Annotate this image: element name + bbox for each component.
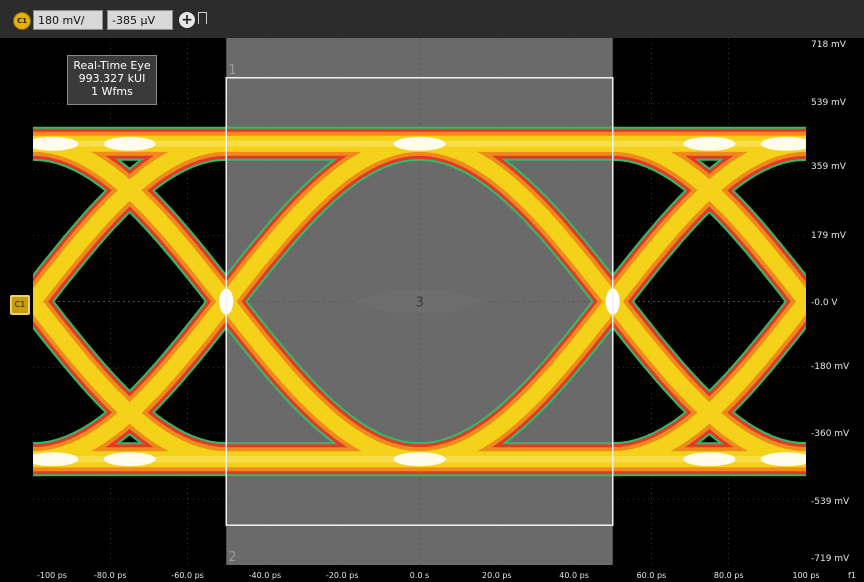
info-ui-count: 993.327 kUI — [78, 72, 146, 85]
density-hotspot — [33, 136, 79, 151]
x-axis-label: -20.0 ps — [325, 571, 359, 580]
y-axis-label: 359 mV — [811, 162, 846, 172]
y-axis-label: -719 mV — [811, 554, 850, 564]
mask-label: 3 — [416, 296, 424, 311]
add-icon[interactable]: + — [179, 12, 195, 28]
density-hotspot — [393, 452, 446, 467]
vertical-scale-field[interactable]: 180 mV/ — [33, 10, 103, 30]
x-axis-label: 60.0 ps — [636, 571, 667, 580]
x-axis-label: 20.0 ps — [481, 571, 512, 580]
x-axis-label: -80.0 ps — [94, 571, 127, 580]
density-hotspot — [393, 136, 446, 151]
x-axis-label: 40.0 ps — [559, 571, 589, 580]
density-hotspot — [103, 452, 156, 467]
y-axis-label: 718 mV — [811, 40, 846, 50]
x-axis-label: 100 ps — [792, 571, 820, 580]
y-axis-label: -360 mV — [811, 429, 850, 439]
density-hotspot — [760, 452, 806, 467]
x-axis-label: -40.0 ps — [248, 571, 282, 580]
x-axis-label: -60.0 ps — [171, 571, 204, 580]
info-title: Real-Time Eye — [73, 59, 151, 72]
density-hotspot — [760, 136, 806, 151]
x-axis-channel-tag: f1 — [848, 571, 856, 580]
y-axis-label: -0.0 V — [811, 298, 838, 308]
bookmark-icon[interactable] — [198, 12, 207, 24]
x-axis-label: -100 ps — [37, 571, 67, 580]
eye-pattern — [33, 126, 806, 477]
density-hotspot — [683, 452, 736, 467]
x-axis-label: 0.0 s — [409, 571, 430, 580]
y-axis-label: 179 mV — [811, 231, 846, 241]
info-wfms: 1 Wfms — [91, 85, 133, 98]
channel-badge[interactable]: C1 — [13, 12, 31, 30]
eye-trace — [612, 288, 806, 468]
info-box: Real-Time Eye 993.327 kUI 1 Wfms — [67, 55, 157, 105]
y-axis-label: -180 mV — [811, 362, 850, 372]
density-hotspot — [683, 136, 736, 151]
box-label-top: 1 — [228, 63, 236, 78]
eye-trace — [33, 135, 227, 315]
y-axis-label: -539 mV — [811, 497, 850, 507]
y-axis-label: 539 mV — [811, 98, 846, 108]
box-label-bottom: 2 — [228, 550, 236, 565]
measurement-box[interactable] — [225, 77, 614, 526]
eye-diagram-plot: 1 2 3 — [33, 38, 806, 565]
density-hotspot — [103, 136, 156, 151]
vertical-offset-field[interactable]: -385 µV — [107, 10, 173, 30]
eye-trace — [612, 135, 806, 315]
density-hotspot — [33, 452, 79, 467]
x-axis-label: 80.0 ps — [713, 571, 744, 580]
offset-marker-icon[interactable]: C1 — [10, 295, 30, 315]
eye-trace — [33, 288, 227, 468]
mask-region[interactable] — [353, 290, 486, 313]
top-toolbar: C1 180 mV/ -385 µV + — [0, 0, 864, 38]
